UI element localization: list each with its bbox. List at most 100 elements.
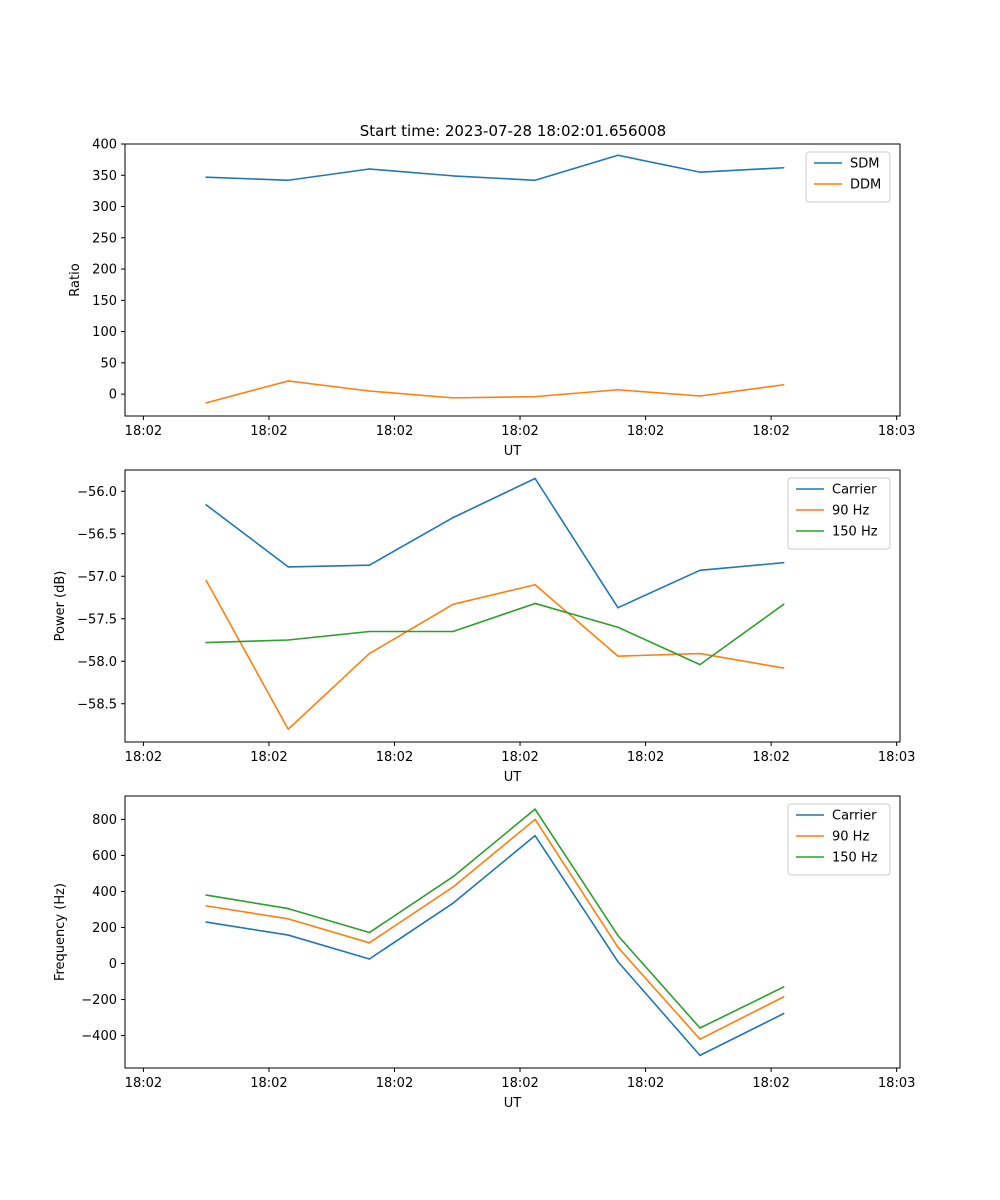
ratio-x-tick-label: 18:02: [376, 424, 413, 439]
power-carrier-point: [205, 504, 207, 506]
frequency-150-hz-point: [617, 934, 619, 937]
ratio-y-tick-label: 150: [92, 294, 117, 309]
frequency-carrier-point: [617, 960, 619, 963]
frequency-150-hz-point: [287, 907, 290, 910]
power-150-hz-point: [205, 641, 207, 644]
ratio-sdm-point: [287, 179, 290, 182]
power-90-hz-point: [617, 655, 619, 657]
frequency-carrier-point: [534, 834, 536, 837]
power-carrier-point: [368, 564, 371, 566]
power-y-tick-label: −57.5: [77, 612, 117, 627]
ratio-sdm-point: [452, 175, 454, 177]
frequency-y-axis-label: Frequency (Hz): [53, 883, 68, 981]
power-x-tick-label: 18:02: [501, 750, 538, 765]
ratio-y-tick-label: 350: [92, 169, 117, 184]
frequency-y-tick-label: 0: [109, 957, 117, 972]
power-carrier-point: [452, 516, 454, 519]
frequency-x-tick-label: 18:02: [125, 1076, 162, 1091]
ratio-sdm-point: [699, 171, 701, 173]
frequency-90-hz-point: [699, 1038, 701, 1040]
ratio-ddm-point: [205, 402, 207, 404]
ratio-series-ddm: [205, 380, 784, 404]
ratio-x-tick-label: 18:03: [878, 424, 915, 439]
power-90-hz-point: [287, 728, 290, 731]
frequency-x-axis-label: UT: [504, 1096, 522, 1111]
ratio-x-tick-label: 18:02: [752, 424, 789, 439]
power-series-150-hz: [206, 602, 785, 666]
ratio-y-tick-label: 400: [92, 138, 117, 153]
power-series-90-hz: [205, 580, 784, 731]
frequency-x-tick-label: 18:02: [376, 1076, 413, 1091]
frequency-150-hz-point: [782, 986, 785, 988]
power-carrier-point: [287, 566, 290, 568]
ratio-y-tick-label: 250: [92, 231, 117, 246]
ratio-panel: 18:02 18:02 18:02 18:02 18:02 18:02 18:03 0 50 10…: [68, 138, 915, 460]
ratio-series-sdm: [206, 154, 784, 182]
frequency-y-tick-label: −400: [81, 1029, 117, 1044]
frequency-90-hz-point: [287, 918, 290, 920]
ratio-sdm-point: [205, 176, 207, 178]
ratio-y-tick-label: 50: [100, 356, 117, 371]
power-y-tick-label: −56.0: [77, 485, 117, 500]
frequency-x-tick-label: 18:02: [501, 1076, 538, 1091]
ratio-x-tick-label: 18:02: [250, 424, 287, 439]
frequency-carrier-point: [782, 1012, 785, 1015]
power-y-tick-label: −58.0: [77, 655, 117, 670]
power-carrier-point: [782, 561, 785, 564]
frequency-90-hz-point: [368, 942, 371, 944]
power-150-hz-point: [617, 626, 619, 629]
power-150-hz-point: [699, 663, 701, 666]
power-150-hz-point: [287, 639, 290, 641]
frequency-axes-frame: [124, 795, 901, 1069]
ratio-y-tick-label: 300: [92, 200, 117, 215]
frequency-legend-label-carrier: Carrier: [832, 809, 877, 824]
frequency-legend-label-150-hz: 150 Hz: [832, 851, 878, 866]
ratio-legend-label-ddm: DDM: [850, 178, 881, 193]
ratio-axes-frame: [124, 143, 901, 417]
frequency-90-hz-point: [782, 996, 785, 998]
frequency-y-tick-label: 400: [92, 885, 117, 900]
frequency-90-hz-point: [205, 905, 207, 907]
ratio-sdm-point: [368, 168, 371, 170]
frequency-90-hz-point: [452, 886, 454, 888]
ratio-x-tick-label: 18:02: [501, 424, 538, 439]
power-x-tick-label: 18:02: [752, 750, 789, 765]
ratio-ddm-point: [534, 395, 536, 398]
power-y-axis-label: Power (dB): [53, 571, 68, 642]
power-90-hz-point: [205, 579, 207, 582]
frequency-y-tick-label: 800: [92, 813, 117, 828]
frequency-90-hz-point: [534, 818, 536, 821]
ratio-ddm-point: [368, 390, 371, 392]
power-y-tick-label: −57.0: [77, 570, 117, 585]
power-150-hz-point: [452, 630, 454, 633]
ratio-ddm-point: [452, 397, 454, 399]
frequency-90-hz-point: [617, 946, 619, 949]
ratio-ddm-point: [699, 395, 701, 397]
power-x-axis-label: UT: [504, 770, 522, 785]
ratio-ddm-point: [782, 383, 785, 386]
power-y-tick-label: −56.5: [77, 527, 117, 542]
frequency-y-tick-label: 600: [92, 849, 117, 864]
power-x-tick-label: 18:02: [125, 750, 162, 765]
power-carrier-point: [534, 477, 536, 480]
power-90-hz-point: [782, 667, 785, 669]
frequency-x-tick-label: 18:02: [250, 1076, 287, 1091]
power-y-tick-label: −58.5: [77, 697, 117, 712]
power-x-tick-label: 18:02: [627, 750, 664, 765]
ratio-y-tick-label: 0: [109, 388, 117, 403]
ratio-ddm-point: [287, 380, 290, 382]
ratio-sdm-point: [782, 166, 785, 169]
power-legend-label-carrier: Carrier: [832, 483, 877, 498]
frequency-panel: 18:02 18:02 18:02 18:02 18:02 18:02 18:03 800 60…: [53, 795, 915, 1111]
ratio-x-tick-label: 18:02: [125, 424, 162, 439]
ratio-x-axis-label: UT: [504, 444, 522, 459]
ratio-y-tick-label: 200: [92, 263, 117, 278]
power-150-hz-point: [782, 603, 785, 606]
frequency-carrier-point: [452, 902, 454, 904]
frequency-y-tick-label: 200: [92, 921, 117, 936]
power-90-hz-point: [699, 652, 701, 655]
frequency-carrier-point: [368, 958, 371, 960]
ratio-sdm-point: [617, 154, 619, 157]
frequency-series-150-hz: [206, 808, 785, 1029]
frequency-150-hz-point: [368, 931, 371, 934]
